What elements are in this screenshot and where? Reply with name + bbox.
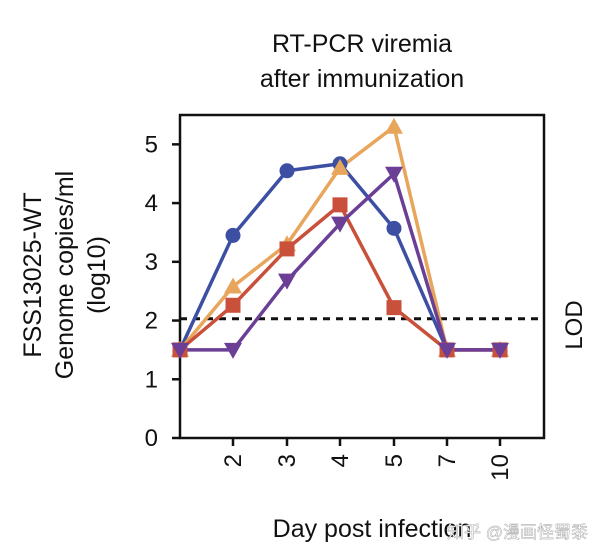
y-tick-label-2: 2 (145, 308, 158, 335)
y-tick-label-0: 0 (145, 425, 158, 452)
y-tick-label-4: 4 (145, 190, 158, 217)
y-tick-label-3: 3 (145, 249, 158, 276)
point-red-2 (225, 297, 241, 313)
y-axis-title: FSS13025-WT Genome copies/ml (log10) (19, 171, 111, 379)
point-red-3 (279, 241, 295, 257)
point-purple-start (171, 342, 189, 359)
y-tick-label-1: 1 (145, 366, 158, 393)
point-purple-3 (278, 273, 296, 290)
point-purple-7 (438, 342, 456, 359)
point-red-5 (386, 300, 402, 316)
series-line-blue (178, 161, 500, 352)
point-orange-5 (385, 117, 403, 134)
point-purple-10 (491, 342, 509, 359)
x-axis-title: Day post infection (273, 515, 472, 543)
lod-label: LOD (561, 300, 588, 349)
x-tick-label-10: 10 (487, 454, 514, 481)
point-purple-2 (224, 342, 242, 359)
chart-title-line-1: RT-PCR viremia (272, 30, 452, 58)
y-tick-label-5: 5 (145, 131, 158, 158)
y-axis-title-line-1: FSS13025-WT (19, 192, 47, 357)
point-red-4 (332, 197, 348, 213)
y-axis-title-line-3: (log10) (83, 236, 111, 314)
point-purple-5 (385, 166, 403, 183)
x-tick-label-4: 4 (327, 454, 354, 467)
point-blue-2 (225, 227, 241, 243)
watermark: 知乎 @漫画怪蜀黍 (447, 523, 588, 542)
x-tick-label-7: 7 (434, 454, 461, 467)
y-axis: 0 1 2 3 4 5 (145, 131, 180, 452)
point-purple-4 (331, 216, 349, 233)
x-tick-label-2: 2 (220, 454, 247, 467)
y-axis-title-line-2: Genome copies/ml (51, 171, 79, 379)
point-orange-4 (331, 158, 349, 175)
point-blue-5 (386, 220, 402, 236)
point-blue-3 (279, 163, 295, 179)
x-axis: 2 3 4 5 7 10 (220, 438, 514, 481)
x-tick-label-3: 3 (274, 454, 301, 467)
chart-title-line-2: after immunization (260, 65, 464, 93)
plot-frame (178, 113, 546, 440)
x-tick-label-5: 5 (381, 454, 408, 467)
series-layer (171, 117, 509, 359)
point-orange-2 (224, 277, 242, 294)
